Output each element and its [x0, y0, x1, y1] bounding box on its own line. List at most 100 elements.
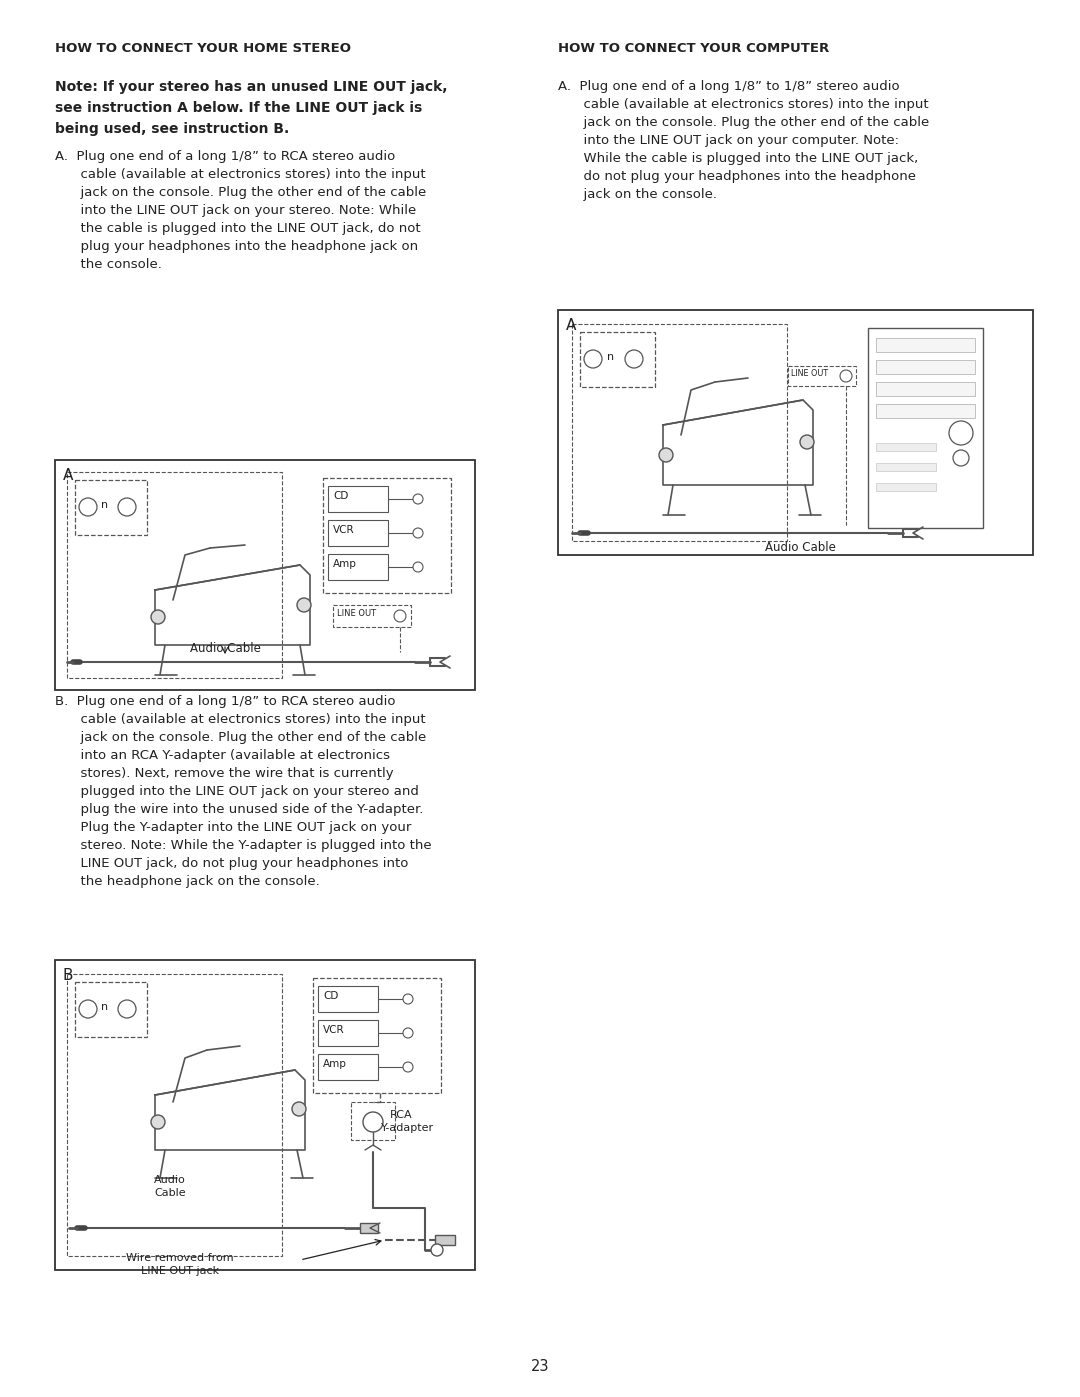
- Text: plug your headphones into the headphone jack on: plug your headphones into the headphone …: [55, 240, 418, 253]
- Bar: [580, 332, 654, 387]
- Circle shape: [297, 598, 311, 612]
- Bar: [323, 478, 451, 592]
- Text: A.  Plug one end of a long 1/8” to RCA stereo audio: A. Plug one end of a long 1/8” to RCA st…: [55, 149, 395, 163]
- Text: Audio Cable: Audio Cable: [765, 541, 836, 555]
- Text: into the LINE OUT jack on your stereo. Note: While: into the LINE OUT jack on your stereo. N…: [55, 204, 416, 217]
- Text: CD: CD: [333, 490, 349, 502]
- Circle shape: [584, 351, 602, 367]
- Text: Audio Cable: Audio Cable: [190, 643, 260, 655]
- Circle shape: [431, 1243, 443, 1256]
- Text: Amp: Amp: [333, 559, 356, 569]
- Circle shape: [79, 1000, 97, 1018]
- Circle shape: [413, 495, 423, 504]
- Circle shape: [151, 610, 165, 624]
- Text: Wire removed from: Wire removed from: [126, 1253, 233, 1263]
- Bar: [876, 338, 975, 352]
- Circle shape: [625, 351, 643, 367]
- Bar: [328, 520, 388, 546]
- Text: plugged into the LINE OUT jack on your stereo and: plugged into the LINE OUT jack on your s…: [55, 785, 419, 798]
- Bar: [572, 324, 787, 541]
- Text: cable (available at electronics stores) into the input: cable (available at electronics stores) …: [55, 168, 426, 182]
- Bar: [351, 1102, 395, 1140]
- Circle shape: [403, 1028, 413, 1038]
- Text: plug the wire into the unused side of the Y-adapter.: plug the wire into the unused side of th…: [55, 803, 423, 816]
- Text: cable (available at electronics stores) into the input: cable (available at electronics stores) …: [558, 98, 929, 110]
- Text: do not plug your headphones into the headphone: do not plug your headphones into the hea…: [558, 170, 916, 183]
- Circle shape: [394, 610, 406, 622]
- Text: B: B: [63, 968, 73, 983]
- Text: LINE OUT: LINE OUT: [791, 369, 828, 379]
- Circle shape: [403, 1062, 413, 1071]
- Bar: [67, 974, 282, 1256]
- Bar: [67, 472, 282, 678]
- Text: VCR: VCR: [323, 1025, 345, 1035]
- Bar: [318, 1053, 378, 1080]
- Text: into an RCA Y-adapter (available at electronics: into an RCA Y-adapter (available at elec…: [55, 749, 390, 761]
- Circle shape: [800, 434, 814, 448]
- Text: Plug the Y-adapter into the LINE OUT jack on your: Plug the Y-adapter into the LINE OUT jac…: [55, 821, 411, 834]
- Text: Note: If your stereo has an unused LINE OUT jack,: Note: If your stereo has an unused LINE …: [55, 80, 447, 94]
- Circle shape: [413, 528, 423, 538]
- Bar: [55, 460, 475, 690]
- Bar: [876, 404, 975, 418]
- Circle shape: [403, 995, 413, 1004]
- Text: the console.: the console.: [55, 258, 162, 271]
- Bar: [55, 960, 475, 1270]
- Bar: [435, 1235, 455, 1245]
- Bar: [876, 462, 936, 471]
- Text: Audio: Audio: [154, 1175, 186, 1185]
- Bar: [876, 443, 936, 451]
- Bar: [868, 328, 983, 528]
- Circle shape: [292, 1102, 306, 1116]
- Text: n: n: [102, 1002, 109, 1011]
- Text: A.  Plug one end of a long 1/8” to 1/8” stereo audio: A. Plug one end of a long 1/8” to 1/8” s…: [558, 80, 900, 94]
- Bar: [318, 1020, 378, 1046]
- Bar: [75, 481, 147, 535]
- Text: n: n: [607, 352, 615, 362]
- Text: B.  Plug one end of a long 1/8” to RCA stereo audio: B. Plug one end of a long 1/8” to RCA st…: [55, 694, 395, 708]
- Text: jack on the console. Plug the other end of the cable: jack on the console. Plug the other end …: [55, 731, 427, 745]
- Bar: [75, 982, 147, 1037]
- Bar: [876, 483, 936, 490]
- Text: cable (available at electronics stores) into the input: cable (available at electronics stores) …: [55, 712, 426, 726]
- Text: jack on the console.: jack on the console.: [558, 189, 717, 201]
- Text: HOW TO CONNECT YOUR HOME STEREO: HOW TO CONNECT YOUR HOME STEREO: [55, 42, 351, 54]
- Text: into the LINE OUT jack on your computer. Note:: into the LINE OUT jack on your computer.…: [558, 134, 899, 147]
- Bar: [328, 555, 388, 580]
- Circle shape: [953, 450, 969, 467]
- Bar: [360, 1222, 378, 1234]
- Text: Y-adapter: Y-adapter: [381, 1123, 434, 1133]
- Bar: [318, 986, 378, 1011]
- Bar: [558, 310, 1032, 555]
- Text: being used, see instruction B.: being used, see instruction B.: [55, 122, 289, 136]
- Text: LINE OUT jack, do not plug your headphones into: LINE OUT jack, do not plug your headphon…: [55, 856, 408, 870]
- Text: see instruction A below. If the LINE OUT jack is: see instruction A below. If the LINE OUT…: [55, 101, 422, 115]
- Text: LINE OUT: LINE OUT: [337, 609, 376, 617]
- Circle shape: [151, 1115, 165, 1129]
- Circle shape: [840, 370, 852, 381]
- Text: RCA: RCA: [390, 1111, 413, 1120]
- Circle shape: [79, 497, 97, 515]
- Bar: [876, 360, 975, 374]
- Circle shape: [949, 420, 973, 446]
- Text: LINE OUT jack: LINE OUT jack: [140, 1266, 219, 1275]
- Text: n: n: [102, 500, 109, 510]
- Bar: [333, 605, 411, 627]
- Circle shape: [118, 497, 136, 515]
- Bar: [876, 381, 975, 395]
- Text: the cable is plugged into the LINE OUT jack, do not: the cable is plugged into the LINE OUT j…: [55, 222, 420, 235]
- Circle shape: [363, 1112, 383, 1132]
- Text: While the cable is plugged into the LINE OUT jack,: While the cable is plugged into the LINE…: [558, 152, 918, 165]
- Circle shape: [659, 448, 673, 462]
- Text: 23: 23: [530, 1359, 550, 1375]
- Text: A: A: [566, 319, 577, 332]
- Bar: [328, 486, 388, 511]
- Text: stereo. Note: While the Y-adapter is plugged into the: stereo. Note: While the Y-adapter is plu…: [55, 840, 432, 852]
- Text: A: A: [63, 468, 73, 483]
- Circle shape: [413, 562, 423, 571]
- Text: HOW TO CONNECT YOUR COMPUTER: HOW TO CONNECT YOUR COMPUTER: [558, 42, 829, 54]
- Text: Amp: Amp: [323, 1059, 347, 1069]
- Bar: [788, 366, 856, 386]
- Circle shape: [118, 1000, 136, 1018]
- Text: VCR: VCR: [333, 525, 354, 535]
